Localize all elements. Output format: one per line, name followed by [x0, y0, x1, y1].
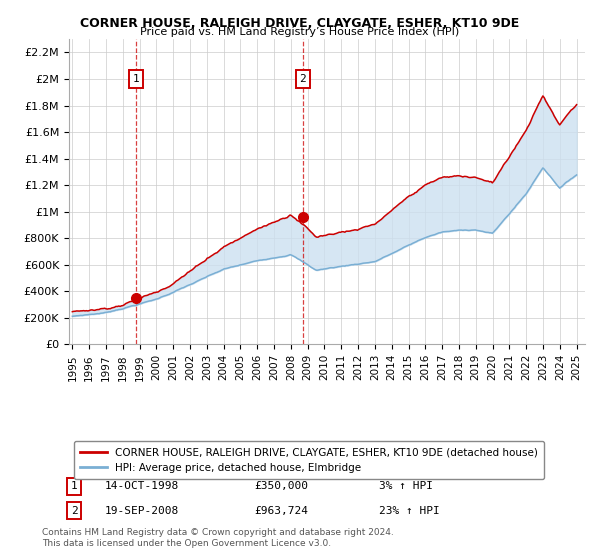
- Text: 23% ↑ HPI: 23% ↑ HPI: [379, 506, 439, 516]
- Text: 1: 1: [133, 74, 139, 84]
- Text: 19-SEP-2008: 19-SEP-2008: [105, 506, 179, 516]
- Text: Contains HM Land Registry data © Crown copyright and database right 2024.
This d: Contains HM Land Registry data © Crown c…: [42, 528, 394, 548]
- Text: £350,000: £350,000: [255, 481, 309, 491]
- Legend: CORNER HOUSE, RALEIGH DRIVE, CLAYGATE, ESHER, KT10 9DE (detached house), HPI: Av: CORNER HOUSE, RALEIGH DRIVE, CLAYGATE, E…: [74, 441, 544, 479]
- Text: 3% ↑ HPI: 3% ↑ HPI: [379, 481, 433, 491]
- Text: £963,724: £963,724: [255, 506, 309, 516]
- Text: Price paid vs. HM Land Registry’s House Price Index (HPI): Price paid vs. HM Land Registry’s House …: [140, 27, 460, 37]
- Text: CORNER HOUSE, RALEIGH DRIVE, CLAYGATE, ESHER, KT10 9DE: CORNER HOUSE, RALEIGH DRIVE, CLAYGATE, E…: [80, 17, 520, 30]
- Text: 2: 2: [299, 74, 307, 84]
- Text: 2: 2: [71, 506, 77, 516]
- Text: 14-OCT-1998: 14-OCT-1998: [105, 481, 179, 491]
- Text: 1: 1: [71, 481, 77, 491]
